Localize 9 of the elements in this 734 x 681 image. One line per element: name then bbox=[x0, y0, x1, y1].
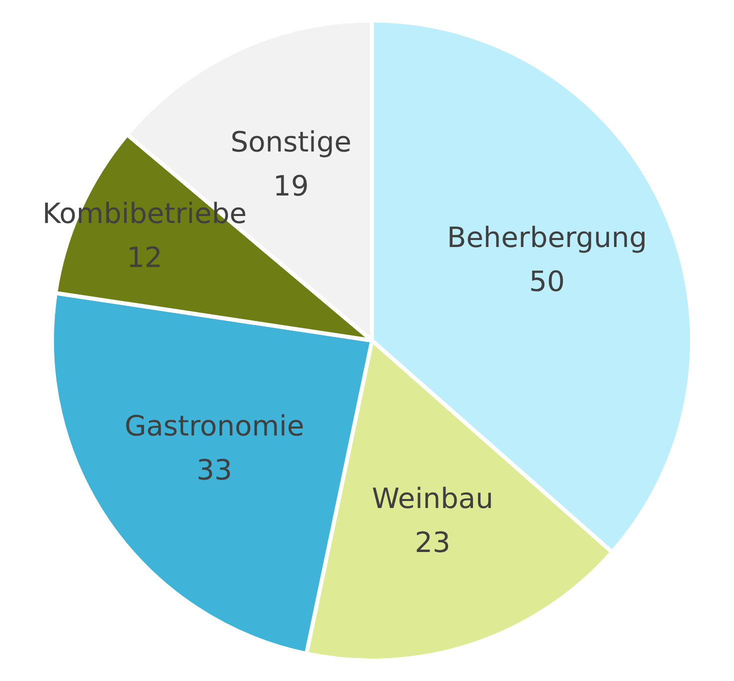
slice-label: Beherbergung bbox=[446, 220, 647, 254]
data-label: 19 bbox=[273, 170, 309, 203]
slice-label: Weinbau bbox=[372, 482, 494, 515]
data-label: 23 bbox=[414, 526, 450, 559]
slice-label: Gastronomie bbox=[124, 409, 304, 442]
data-label: 12 bbox=[126, 241, 162, 274]
data-label: 33 bbox=[196, 453, 232, 486]
data-label: 50 bbox=[529, 264, 565, 298]
slice-label: Sonstige bbox=[230, 126, 352, 159]
